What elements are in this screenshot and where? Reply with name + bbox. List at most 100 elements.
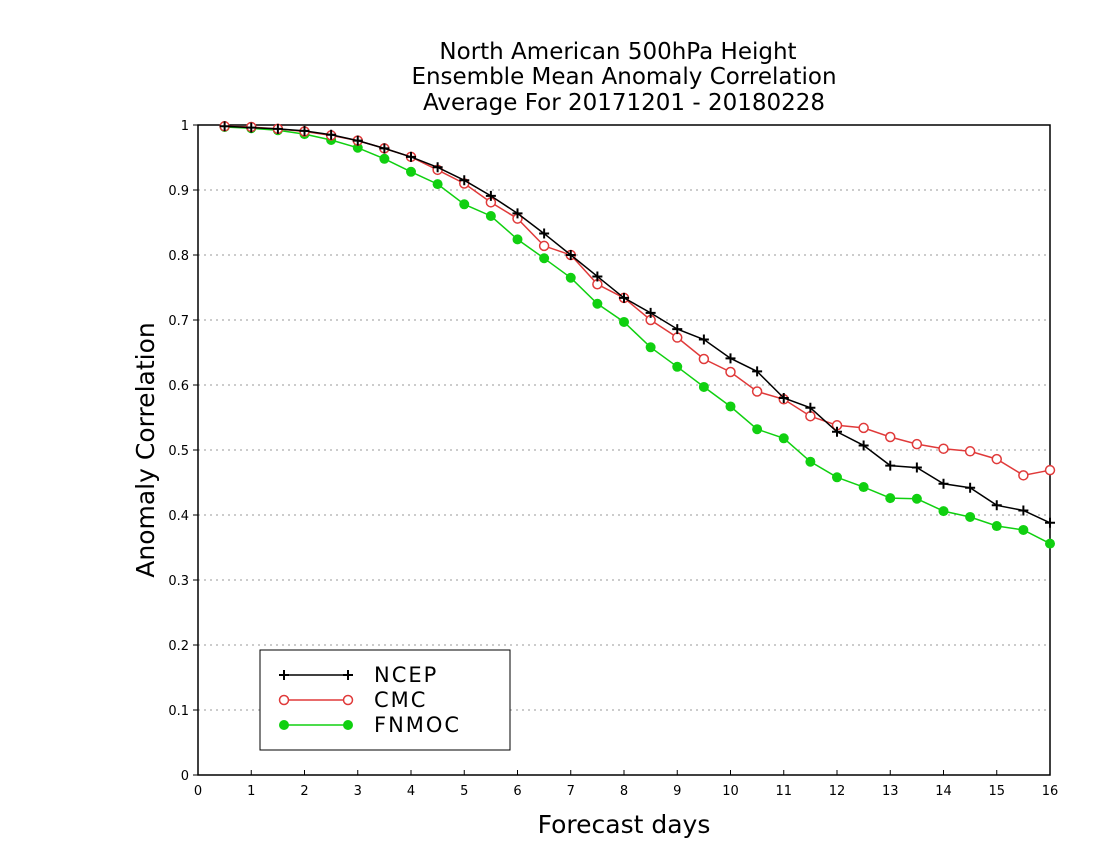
- point-cmc-18: [698, 353, 710, 365]
- point-fnmoc-19: [725, 401, 736, 412]
- point-cmc-12: [538, 240, 550, 252]
- y-tick-label-6: 0.6: [168, 379, 189, 394]
- point-ncep-3: [299, 125, 310, 136]
- legend-marker-left-fnmoc: [279, 720, 289, 730]
- legend-label-cmc: CMC: [374, 688, 427, 712]
- x-tick-label-6: 6: [513, 784, 521, 799]
- point-cmc-27: [938, 443, 949, 454]
- point-ncep-24: [858, 440, 869, 451]
- x-tick-label-2: 2: [300, 784, 308, 799]
- legend-item-ncep: NCEP: [279, 663, 438, 687]
- x-tick-label-16: 16: [1042, 784, 1059, 799]
- point-ncep-7: [406, 151, 416, 162]
- point-ncep-18: [698, 334, 709, 345]
- point-fnmoc-18: [698, 381, 709, 392]
- legend-marker-left-ncep: [279, 670, 289, 680]
- point-ncep-30: [1018, 505, 1029, 516]
- y-tick-label-8: 0.8: [168, 249, 189, 264]
- y-tick-label-2: 0.2: [168, 639, 189, 654]
- series-line-cmc: [224, 125, 1051, 477]
- point-ncep-10: [485, 190, 496, 201]
- point-fnmoc-21: [778, 433, 789, 444]
- point-fnmoc-25: [885, 493, 896, 504]
- point-ncep-13: [565, 250, 576, 260]
- x-tick-label-0: 0: [194, 784, 202, 799]
- point-ncep-23: [832, 426, 842, 437]
- point-cmc-17: [672, 332, 683, 343]
- y-axis-label: Anomaly Correlation: [131, 322, 160, 577]
- chart-title: North American 500hPa Height Ensemble Me…: [411, 39, 836, 116]
- point-cmc-25: [885, 431, 896, 443]
- x-tick-label-11: 11: [775, 784, 792, 799]
- point-cmc-29: [991, 453, 1002, 465]
- point-ncep-1: [246, 122, 257, 133]
- point-fnmoc-17: [672, 361, 683, 372]
- point-fnmoc-29: [991, 521, 1002, 532]
- x-tick-label-14: 14: [935, 784, 952, 799]
- point-ncep-26: [911, 462, 922, 473]
- point-ncep-5: [352, 135, 363, 146]
- y-tick-label-5: 0.5: [168, 444, 189, 459]
- point-ncep-29: [991, 500, 1002, 511]
- point-fnmoc-23: [832, 472, 842, 483]
- series-fnmoc: [219, 121, 1055, 549]
- series-layer: [219, 121, 1056, 549]
- title-line-1: North American 500hPa Height: [439, 39, 796, 65]
- point-fnmoc-10: [485, 211, 496, 221]
- x-tick-label-7: 7: [567, 784, 575, 799]
- y-tick-label-4: 0.4: [168, 509, 189, 524]
- point-ncep-22: [805, 402, 816, 413]
- point-cmc-19: [725, 366, 736, 378]
- x-tick-label-12: 12: [829, 784, 846, 799]
- x-tick-label-4: 4: [407, 784, 415, 799]
- point-ncep-31: [1045, 517, 1055, 528]
- point-fnmoc-22: [805, 456, 816, 467]
- point-ncep-9: [459, 175, 470, 186]
- legend-item-cmc: CMC: [278, 688, 427, 712]
- point-ncep-0: [219, 121, 230, 132]
- point-ncep-2: [272, 123, 283, 134]
- point-ncep-16: [645, 307, 656, 318]
- point-ncep-25: [885, 460, 896, 471]
- point-ncep-28: [965, 482, 976, 493]
- series-ncep: [219, 121, 1055, 528]
- y-tick-label-7: 0.7: [168, 314, 189, 329]
- point-cmc-28: [964, 446, 976, 457]
- legend-label-fnmoc: FNMOC: [374, 713, 461, 737]
- legend-marker-right-ncep: [343, 670, 353, 680]
- point-fnmoc-24: [858, 482, 869, 493]
- point-cmc-20: [751, 386, 763, 397]
- legend-marker-right-cmc: [342, 694, 354, 706]
- series-line-ncep: [224, 125, 1051, 524]
- point-ncep-17: [672, 324, 683, 335]
- legend-item-fnmoc: FNMOC: [279, 713, 461, 737]
- x-axis-label: Forecast days: [538, 810, 711, 839]
- point-fnmoc-14: [592, 298, 603, 309]
- point-fnmoc-27: [938, 506, 949, 517]
- legend-label-ncep: NCEP: [374, 663, 438, 687]
- point-ncep-15: [619, 292, 629, 303]
- point-fnmoc-31: [1045, 538, 1055, 549]
- point-ncep-27: [938, 478, 949, 489]
- point-cmc-30: [1018, 470, 1029, 481]
- x-tick-label-3: 3: [354, 784, 362, 799]
- point-fnmoc-20: [752, 424, 763, 435]
- y-tick-label-9: 0.9: [168, 184, 189, 199]
- point-fnmoc-13: [565, 272, 576, 283]
- point-cmc-26: [911, 438, 923, 450]
- point-ncep-4: [326, 129, 337, 140]
- point-ncep-14: [592, 271, 603, 282]
- point-fnmoc-15: [619, 316, 629, 327]
- axis-ticks: 00.10.20.30.40.50.60.70.80.910 1 2 3 4 5 6 7 8 9 1…: [168, 119, 1058, 799]
- x-tick-label-9: 9: [673, 784, 681, 799]
- y-tick-label-1: 0.1: [168, 704, 189, 719]
- x-tick-label-10: 10: [722, 784, 739, 799]
- point-fnmoc-30: [1018, 524, 1029, 535]
- point-fnmoc-16: [645, 342, 656, 353]
- point-fnmoc-12: [539, 253, 550, 264]
- point-fnmoc-9: [459, 199, 470, 210]
- point-ncep-21: [778, 393, 789, 403]
- x-tick-label-8: 8: [620, 784, 628, 799]
- point-cmc-22: [805, 410, 816, 422]
